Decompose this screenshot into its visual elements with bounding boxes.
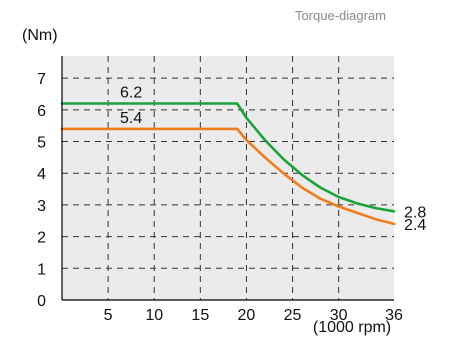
x-tick-label-2: 15 bbox=[191, 307, 209, 324]
x-tick-label-1: 10 bbox=[145, 307, 163, 324]
y-tick-label-5: 5 bbox=[37, 135, 46, 152]
series-group bbox=[60, 102, 396, 226]
x-tick-label-4: 25 bbox=[284, 307, 302, 324]
x-axis-unit-label: (1000 rpm) bbox=[313, 319, 391, 336]
data-label-1: 5.4 bbox=[120, 110, 142, 127]
grid bbox=[62, 56, 394, 300]
x-tick-label-0: 5 bbox=[104, 307, 113, 324]
data-label-3: 2.4 bbox=[404, 217, 426, 234]
x-tick-label-6: 36 bbox=[385, 307, 403, 324]
y-tick-label-2: 2 bbox=[37, 230, 46, 247]
annotations-group: 6.2 5.4 2.82.4 bbox=[120, 85, 426, 234]
y-tick-label-7: 7 bbox=[37, 71, 46, 88]
y-tick-label-3: 3 bbox=[37, 198, 46, 215]
x-tick-label-5: 30 bbox=[330, 307, 348, 324]
chart-title: Torque-diagram bbox=[295, 8, 386, 23]
data-label-0: 6.2 bbox=[120, 85, 142, 102]
axes-group: 5 10 15 20 25 30 36 0 1 2 3 4 5 6 7 bbox=[37, 56, 403, 324]
y-tick-label-4: 4 bbox=[37, 166, 46, 183]
series-line-1 bbox=[60, 127, 396, 226]
y-tick-label-6: 6 bbox=[37, 103, 46, 120]
y-tick-label-0: 0 bbox=[37, 293, 46, 310]
series-line-0 bbox=[60, 102, 396, 213]
y-tick-label-1: 1 bbox=[37, 261, 46, 278]
plot-area bbox=[62, 56, 394, 300]
y-axis-unit-label: (Nm) bbox=[22, 27, 58, 44]
data-label-2: 2.8 bbox=[404, 204, 426, 221]
x-tick-label-3: 20 bbox=[238, 307, 256, 324]
